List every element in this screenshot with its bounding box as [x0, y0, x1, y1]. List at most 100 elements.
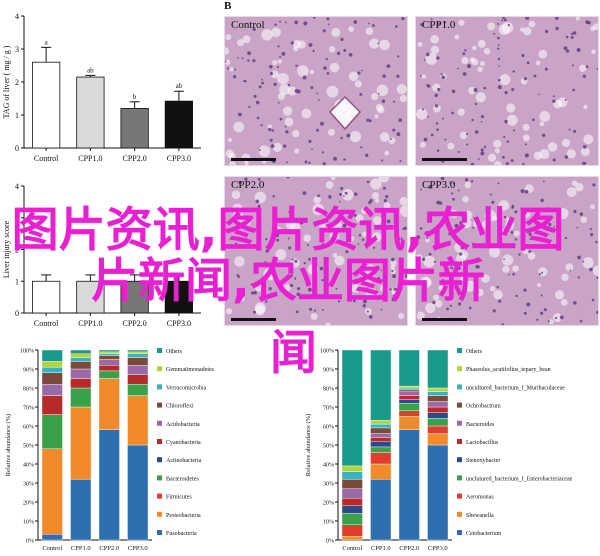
significance-letter: b [133, 93, 137, 101]
nucleus [257, 204, 261, 208]
nucleus [273, 82, 277, 86]
nucleus [319, 266, 324, 271]
nucleus [353, 192, 358, 196]
nucleus [277, 45, 280, 48]
y-axis-label: Liver injury score [2, 220, 11, 278]
legend-label: Phaseolus_acutifolius_tepary_bean [466, 366, 551, 373]
legend-swatch [157, 384, 162, 390]
nucleus [328, 195, 332, 199]
lipid-vacuole [282, 106, 293, 116]
nucleus [392, 294, 396, 298]
legend-label: Cetobacterium [466, 531, 502, 537]
central-vein [328, 95, 362, 131]
lipid-vacuole [481, 274, 490, 283]
nucleus [444, 296, 448, 300]
stack-segment [427, 444, 449, 541]
nucleus [342, 223, 347, 228]
stack-segment [370, 446, 392, 453]
legend-label: Chloroflexi [166, 403, 194, 410]
lipid-vacuole [547, 142, 558, 152]
lipid-vacuole [464, 181, 472, 189]
nucleus [255, 199, 260, 204]
nucleus [436, 128, 439, 131]
nucleus [498, 299, 502, 303]
y-tick-label: 40% [23, 463, 34, 469]
lipid-vacuole [561, 138, 570, 147]
legend-swatch [457, 384, 462, 390]
lipid-vacuole [399, 94, 407, 103]
y-tick-label: 70% [23, 406, 34, 412]
legend-label: Others [166, 349, 183, 355]
nucleus [525, 17, 530, 20]
lipid-vacuole [504, 220, 515, 231]
legend-label: Stenoxybacter [466, 458, 500, 464]
nucleus [467, 64, 472, 69]
nucleus [441, 279, 445, 283]
stack-segment [341, 465, 363, 472]
nucleus [385, 194, 389, 199]
lipid-vacuole [225, 308, 233, 315]
lipid-vacuole [383, 202, 391, 209]
stack-segment [341, 497, 363, 506]
nucleus [265, 300, 268, 303]
nucleus [288, 246, 292, 250]
nucleus [534, 221, 538, 225]
nucleus [464, 178, 469, 182]
stack-segment [398, 389, 420, 393]
lipid-vacuole [363, 271, 375, 283]
y-tick-label: 70% [323, 406, 334, 412]
nucleus [457, 189, 460, 192]
legend-swatch [457, 420, 462, 426]
legend-label: Gemmatimonadetes [166, 367, 215, 373]
nucleus [440, 73, 443, 76]
lipid-vacuole [349, 236, 355, 242]
nucleus [358, 233, 362, 237]
y-tick-label: 4 [15, 182, 19, 191]
nucleus [441, 75, 446, 80]
stack-segment [41, 366, 63, 374]
y-tick-label: 20% [323, 501, 334, 507]
nucleus [524, 189, 529, 194]
lipid-vacuole [502, 265, 510, 273]
nucleus [272, 194, 275, 198]
nucleus [503, 136, 506, 139]
nucleus [577, 276, 580, 279]
stack-segment [70, 361, 92, 370]
nucleus [253, 290, 257, 295]
nucleus [380, 308, 383, 311]
nucleus [452, 197, 455, 201]
nucleus [346, 261, 351, 266]
lipid-vacuole [498, 200, 510, 211]
nucleus [317, 99, 320, 101]
legend-swatch [157, 511, 162, 517]
nucleus [503, 18, 507, 22]
stack-segment [127, 395, 149, 446]
lipid-vacuole [334, 255, 345, 266]
nucleus [452, 182, 455, 185]
stack-segment [370, 452, 392, 465]
nucleus [343, 49, 347, 52]
lipid-vacuole [279, 84, 290, 95]
nucleus [252, 282, 257, 287]
legend-swatch [157, 493, 162, 499]
nucleus [352, 299, 356, 303]
x-tick-label: CPP1.0 [371, 545, 391, 552]
nucleus [294, 259, 298, 263]
nucleus [425, 231, 429, 235]
nucleus [283, 144, 287, 148]
nucleus [541, 133, 546, 137]
nucleus [512, 272, 515, 276]
nucleus [515, 294, 518, 298]
nucleus [472, 226, 475, 229]
nucleus [426, 237, 429, 240]
lipid-vacuole [329, 232, 340, 243]
nucleus [434, 230, 438, 234]
nucleus [443, 20, 447, 24]
bar [164, 280, 193, 314]
nucleus [451, 111, 454, 115]
nucleus [442, 283, 445, 286]
nucleus [244, 177, 248, 181]
nucleus [582, 145, 587, 149]
nucleus [289, 283, 294, 288]
nucleus [573, 209, 577, 214]
